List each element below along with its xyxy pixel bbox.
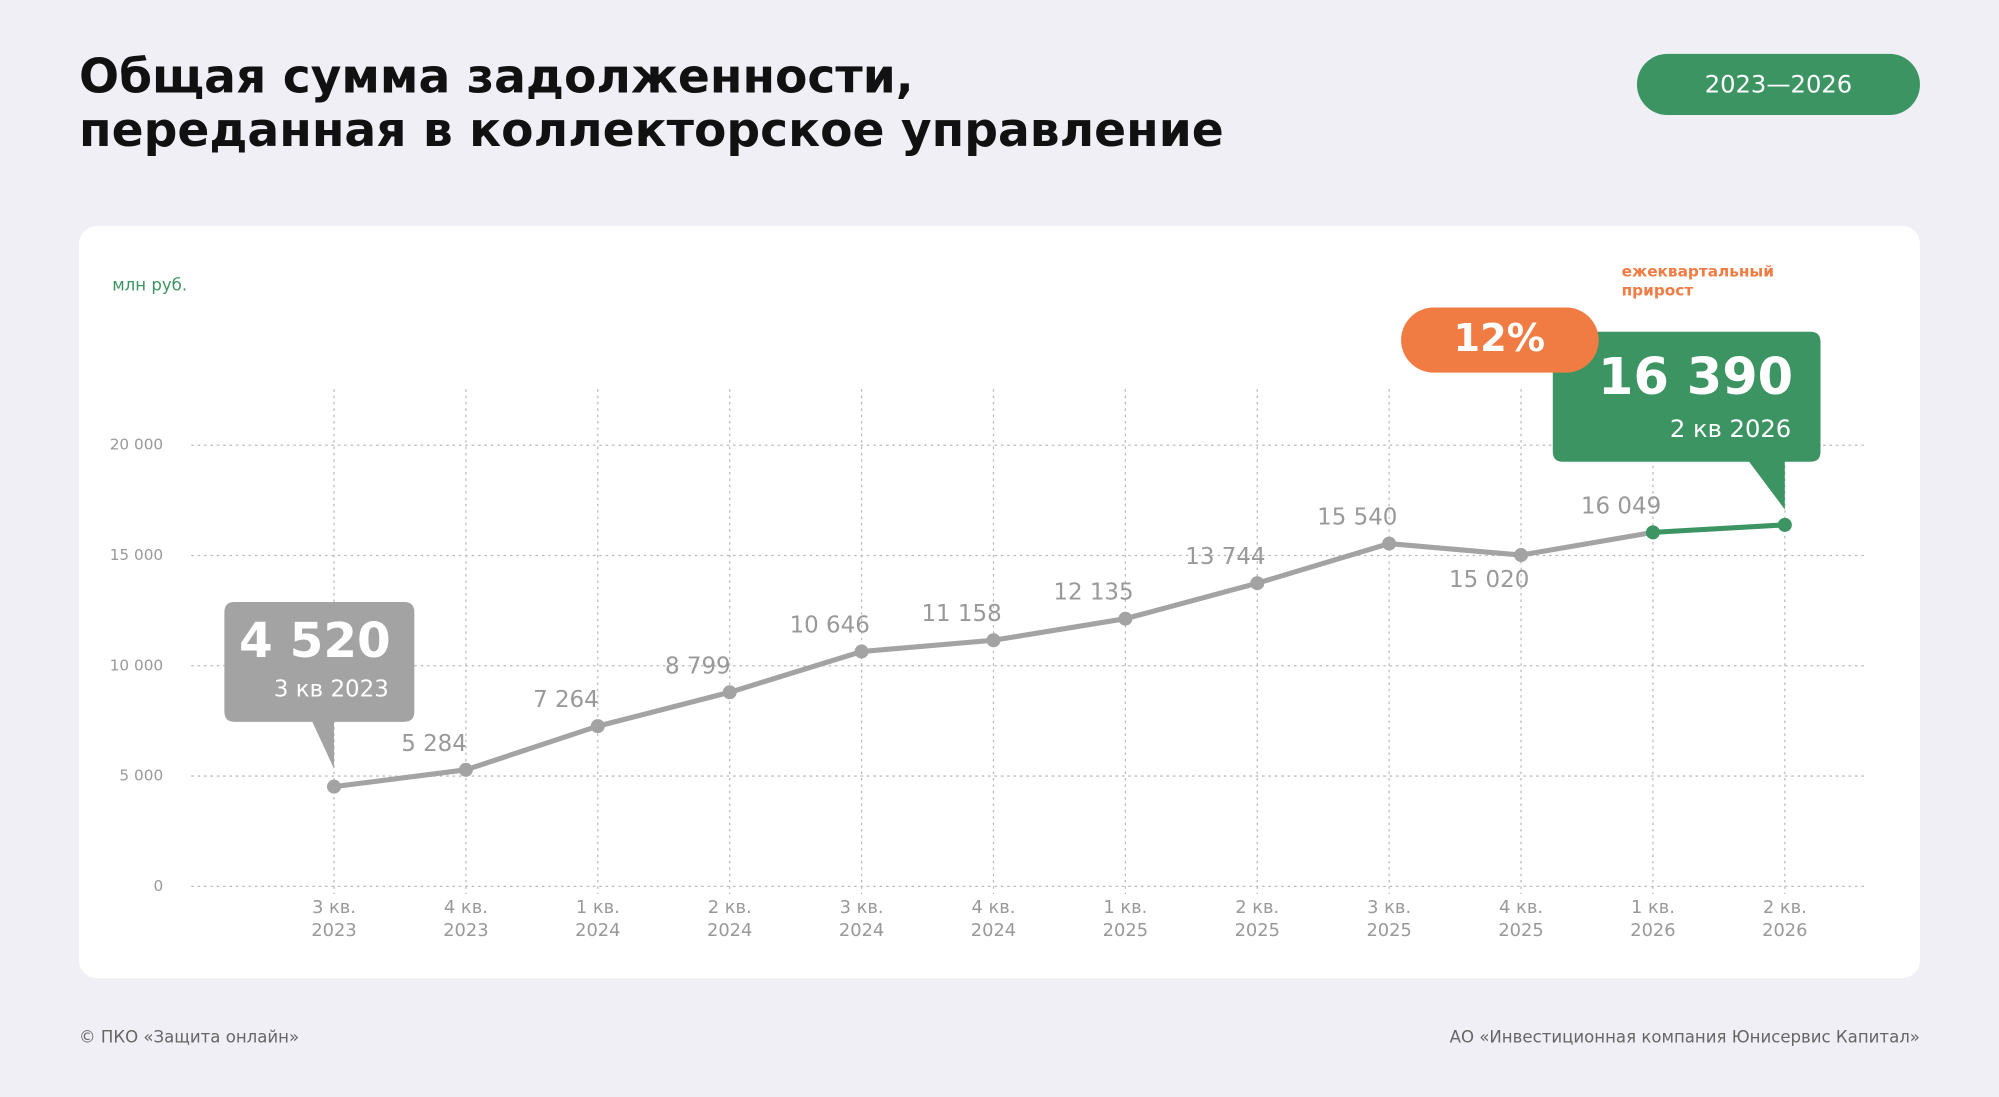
x-tick-label: 2025 [1366, 920, 1411, 941]
callout-value: 16 390 [1598, 348, 1793, 407]
x-tick-label: 2025 [1103, 920, 1148, 941]
title-line: переданная в коллекторское управление [79, 103, 1224, 158]
x-tick-label: 3 кв. [312, 897, 356, 918]
x-tick-label: 2026 [1762, 920, 1807, 941]
value-label: 5 284 [401, 731, 467, 757]
point [590, 719, 605, 734]
value-label: 8 799 [665, 653, 731, 679]
y-tick-label: 20 000 [110, 436, 163, 454]
point [722, 685, 737, 700]
value-label: 16 049 [1581, 493, 1661, 519]
growth-label: 12% [1453, 317, 1545, 361]
point [327, 779, 342, 794]
point [986, 633, 1001, 648]
point [854, 644, 869, 659]
x-tick-label: 3 кв. [1367, 897, 1411, 918]
x-tick-label: 1 кв. [1631, 897, 1675, 918]
line [1652, 522, 1785, 535]
x-tick-label: 2024 [839, 920, 884, 941]
period-pill [1636, 53, 1920, 116]
x-tick-label: 2025 [1498, 920, 1543, 941]
x-tick-label: 2025 [1235, 920, 1280, 941]
title-line: Общая сумма задолженности, [79, 49, 914, 104]
x-tick-label: 2024 [971, 920, 1016, 941]
point [458, 762, 473, 777]
card [79, 225, 1920, 979]
value-label: 10 646 [790, 613, 870, 639]
growth-title: ежеквартальный [1622, 262, 1774, 280]
point [1250, 576, 1265, 591]
point [1118, 611, 1133, 626]
callout-label: 2 кв 2026 [1670, 415, 1791, 443]
value-label: 11 158 [921, 601, 1001, 627]
point [1645, 525, 1660, 540]
x-tick-label: 2024 [575, 920, 620, 941]
y-tick-label: 15 000 [110, 546, 163, 564]
footer-left: © ПКО «Защита онлайн» [79, 1028, 299, 1047]
callout-label: 3 кв 2023 [274, 677, 389, 703]
x-tick-label: 4 кв. [444, 897, 488, 918]
period-label: 2023—2026 [1705, 71, 1853, 99]
y-tick-label: 0 [153, 877, 163, 895]
value-label: 12 135 [1053, 580, 1133, 606]
point [1514, 548, 1529, 563]
x-tick-label: 4 кв. [971, 897, 1015, 918]
y-tick-label: 10 000 [110, 656, 163, 674]
y-tick-label: 5 000 [119, 767, 163, 785]
x-tick-label: 2026 [1630, 920, 1675, 941]
value-label: 15 020 [1449, 567, 1529, 593]
footer-right: АО «Инвестиционная компания Юнисервис Ка… [1450, 1028, 1920, 1047]
growth-title: прирост [1622, 281, 1694, 299]
x-tick-label: 2 кв. [1235, 897, 1279, 918]
x-tick-label: 2023 [311, 920, 356, 941]
callout-last [1552, 331, 1821, 510]
x-tick-label: 4 кв. [1499, 897, 1543, 918]
x-tick-label: 3 кв. [840, 897, 884, 918]
x-tick-label: 2024 [707, 920, 752, 941]
x-tick-label: 1 кв. [576, 897, 620, 918]
value-label: 15 540 [1317, 505, 1397, 531]
point [1382, 536, 1397, 551]
callout-first [224, 602, 415, 769]
value-label: 13 744 [1185, 544, 1265, 570]
x-tick-label: 2 кв. [1763, 897, 1807, 918]
callout-value: 4 520 [239, 613, 391, 669]
growth-pill [1401, 307, 1599, 373]
point [1777, 517, 1792, 532]
value-label: 7 264 [533, 687, 599, 713]
unit-label: млн руб. [112, 275, 187, 294]
x-tick-label: 2023 [443, 920, 488, 941]
x-tick-label: 1 кв. [1103, 897, 1147, 918]
x-tick-label: 2 кв. [708, 897, 752, 918]
